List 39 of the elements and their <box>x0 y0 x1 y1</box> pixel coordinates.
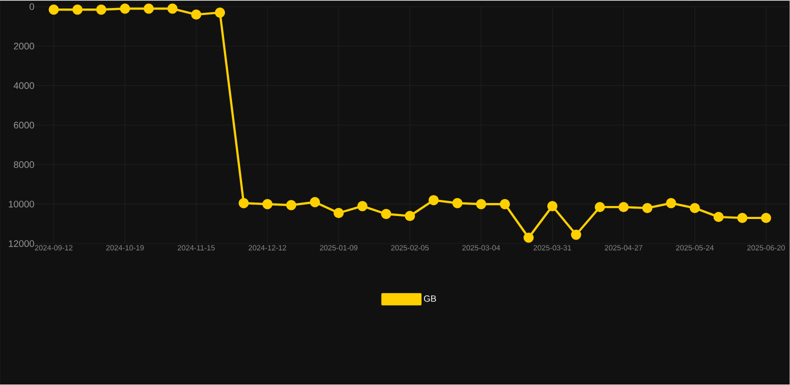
point <box>120 4 130 14</box>
point <box>214 8 226 18</box>
legend-label: GB <box>424 296 436 302</box>
point <box>618 202 629 212</box>
point <box>262 199 273 210</box>
point <box>72 4 83 15</box>
point <box>238 198 249 208</box>
y-tick-label: 12000 <box>8 240 34 248</box>
point <box>713 212 724 222</box>
point <box>690 203 700 214</box>
point <box>547 201 558 212</box>
point <box>96 4 106 15</box>
point <box>286 200 296 210</box>
point <box>452 198 462 208</box>
point <box>381 209 392 220</box>
point <box>594 202 605 212</box>
y-tick-label: 2000 <box>14 43 34 50</box>
y-tick-label: 10000 <box>8 200 34 208</box>
y-tick-label: 8000 <box>14 161 34 168</box>
point <box>428 195 439 206</box>
point <box>48 4 59 15</box>
point <box>334 208 344 218</box>
point <box>144 4 154 14</box>
point <box>737 213 748 224</box>
y-tick-label: 6000 <box>14 122 34 129</box>
point <box>666 198 676 208</box>
point <box>760 213 772 224</box>
point <box>404 211 415 222</box>
point <box>357 201 368 212</box>
point <box>571 230 582 240</box>
point <box>476 199 486 210</box>
y-tick-label: 0 <box>30 4 34 10</box>
y-tick-label: 4000 <box>14 82 34 90</box>
point <box>642 203 652 214</box>
point <box>191 10 202 20</box>
point <box>524 232 534 243</box>
point <box>167 4 178 14</box>
point <box>500 199 510 210</box>
point <box>310 197 320 208</box>
